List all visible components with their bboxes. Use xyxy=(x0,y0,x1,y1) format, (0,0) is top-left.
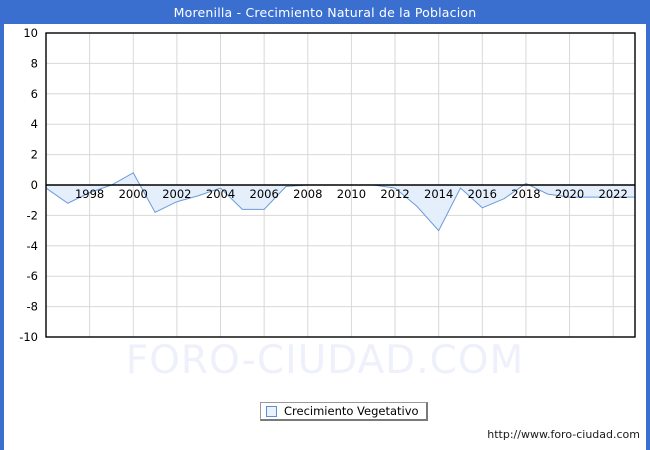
page-title: Morenilla - Crecimiento Natural de la Po… xyxy=(173,4,477,20)
svg-text:-2: -2 xyxy=(27,208,38,222)
svg-text:10: 10 xyxy=(23,26,38,40)
legend-swatch-icon xyxy=(266,405,277,417)
svg-text:-8: -8 xyxy=(27,300,38,314)
svg-text:2014: 2014 xyxy=(424,187,453,201)
svg-text:2006: 2006 xyxy=(250,187,279,201)
svg-text:2012: 2012 xyxy=(380,187,409,201)
svg-text:2018: 2018 xyxy=(511,187,540,201)
svg-text:2022: 2022 xyxy=(599,187,628,201)
svg-text:2000: 2000 xyxy=(119,187,148,201)
svg-text:-10: -10 xyxy=(19,330,38,344)
source-url[interactable]: http://www.foro-ciudad.com xyxy=(487,428,640,441)
svg-text:-4: -4 xyxy=(27,239,38,253)
chart-canvas: -10 -8 -6 -4 -2 0 2 4 6 8 10 1998 2000 2002 2004 2006 20… xyxy=(4,24,646,446)
svg-text:2004: 2004 xyxy=(206,187,235,201)
svg-text:2008: 2008 xyxy=(293,187,322,201)
svg-text:2: 2 xyxy=(31,148,38,162)
area-chart-plot: -10 -8 -6 -4 -2 0 2 4 6 8 10 1998 2000 2002 2004 2006 20… xyxy=(19,26,636,344)
svg-text:-6: -6 xyxy=(27,269,38,283)
window-title-bar: Morenilla - Crecimiento Natural de la Po… xyxy=(4,0,646,24)
chart-legend[interactable]: Crecimiento Vegetativo xyxy=(260,402,428,421)
svg-text:2010: 2010 xyxy=(337,187,366,201)
svg-text:2020: 2020 xyxy=(555,187,584,201)
legend-series-label: Crecimiento Vegetativo xyxy=(284,404,419,418)
svg-text:6: 6 xyxy=(31,87,38,101)
svg-text:4: 4 xyxy=(31,117,38,131)
svg-text:0: 0 xyxy=(31,178,38,192)
svg-text:2016: 2016 xyxy=(468,187,497,201)
svg-text:2002: 2002 xyxy=(162,187,191,201)
svg-text:1998: 1998 xyxy=(75,187,104,201)
svg-text:8: 8 xyxy=(31,56,38,70)
